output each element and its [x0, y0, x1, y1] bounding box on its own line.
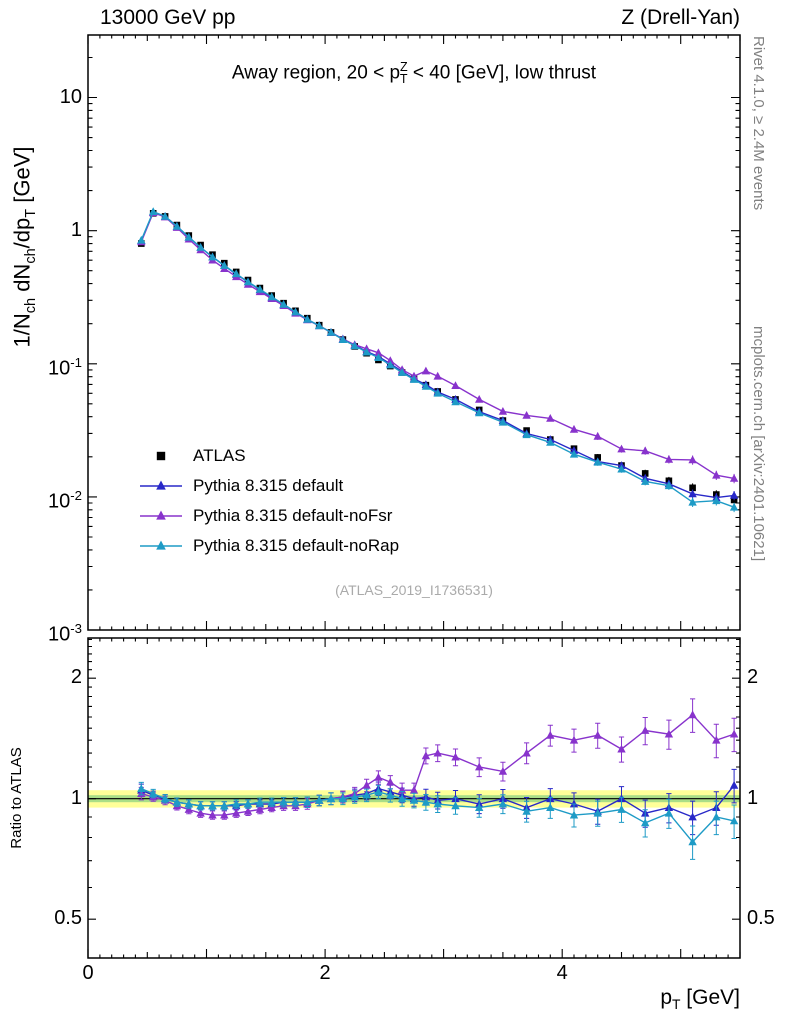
triangle-marker-icon	[140, 480, 182, 490]
y-tick-label: 10-2	[48, 487, 82, 513]
y-tick-label: 1	[70, 218, 82, 241]
beam-energy-label: 13000 GeV pp	[100, 6, 236, 29]
ratio-tick-label-left: 1	[70, 786, 82, 809]
ratio-tick-label-right: 2	[747, 666, 759, 689]
triangle-marker-icon	[140, 510, 182, 520]
legend-item: Pythia 8.315 default	[138, 471, 399, 501]
legend-item: Pythia 8.315 default-noFsr	[138, 501, 399, 531]
ratio-tick-label-right: 1	[747, 786, 759, 809]
y-tick-label: 10-1	[48, 354, 82, 380]
series-pythia-default-norap	[137, 207, 739, 860]
ratio-tick-label-left: 2	[70, 666, 82, 689]
square-marker-icon	[156, 451, 166, 461]
analysis-id-watermark: (ATLAS_2019_I1736531)	[335, 582, 493, 598]
x-tick-label: 2	[319, 962, 331, 984]
ratio-tick-label-left: 0.5	[54, 907, 82, 930]
x-tick-label: 0	[82, 962, 94, 984]
legend-label: Pythia 8.315 default	[193, 476, 344, 495]
legend-item: Pythia 8.315 default-noRap	[138, 531, 399, 561]
ratio-panel-frame	[87, 637, 741, 959]
y-tick-label: 10	[59, 85, 82, 108]
y-axis-label-top: 1/Nch dNch/dpT [GeV]	[9, 146, 39, 348]
triangle-marker-icon	[140, 540, 182, 550]
process-label: Z (Drell-Yan)	[621, 6, 740, 29]
legend-item: ATLAS	[138, 441, 399, 471]
main-panel-frame	[87, 34, 741, 631]
legend: ATLAS Pythia 8.315 default Pythia 8.315 de…	[138, 441, 399, 561]
legend-label: ATLAS	[193, 446, 246, 465]
mcplots-arxiv-note: mcplots.cern.ch [arXiv:2401.10621]	[750, 326, 767, 562]
legend-label: Pythia 8.315 default-noFsr	[193, 506, 393, 525]
ratio-tick-label-right: 0.5	[747, 907, 775, 930]
x-tick-label: 4	[556, 962, 568, 984]
y-tick-label: 10-3	[48, 621, 82, 646]
legend-label: Pythia 8.315 default-noRap	[193, 536, 400, 555]
y-axis-label-ratio: Ratio to ATLAS	[8, 747, 25, 849]
panel-title: Away region, 20 < pZT < 40 [GeV], low th…	[231, 60, 597, 87]
rivet-version-note: Rivet 4.1.0, ≥ 2.4M events	[750, 36, 767, 211]
x-axis-label: pT [GeV]	[660, 986, 740, 1013]
